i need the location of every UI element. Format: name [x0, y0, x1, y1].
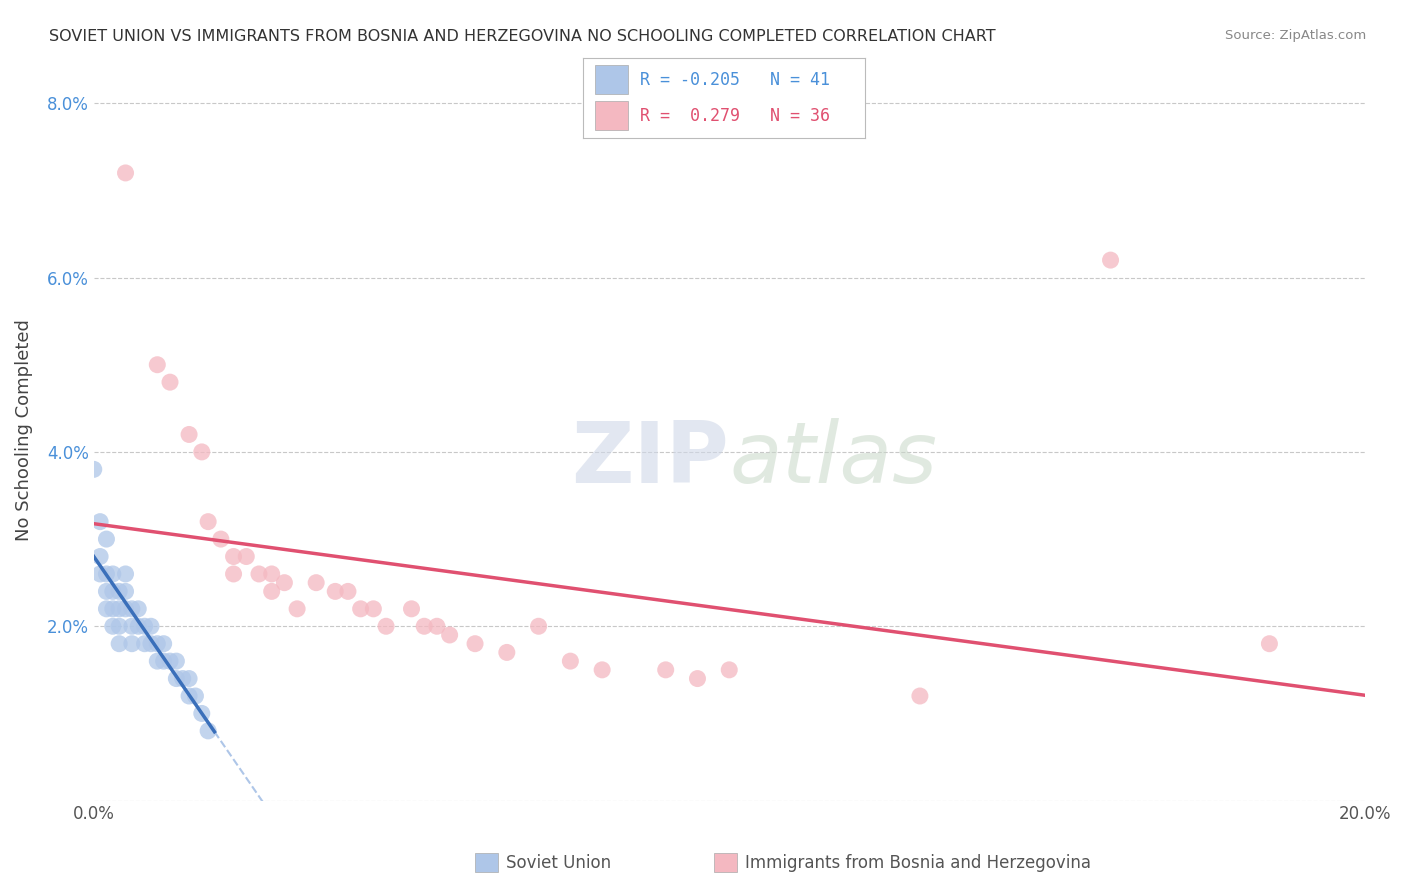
- Text: Immigrants from Bosnia and Herzegovina: Immigrants from Bosnia and Herzegovina: [745, 854, 1091, 871]
- Point: [305, 575, 328, 590]
- Point: [114, 166, 136, 180]
- Point: [121, 602, 143, 616]
- Point: [114, 584, 136, 599]
- Point: [235, 549, 257, 564]
- Point: [159, 375, 181, 389]
- Point: [108, 584, 131, 599]
- Point: [101, 584, 124, 599]
- Point: [439, 628, 461, 642]
- Point: [96, 532, 118, 546]
- Point: [114, 566, 136, 581]
- Point: [401, 602, 423, 616]
- Point: [127, 602, 149, 616]
- Point: [96, 566, 118, 581]
- Text: R =  0.279   N = 36: R = 0.279 N = 36: [640, 107, 830, 125]
- Point: [108, 602, 131, 616]
- Point: [89, 515, 111, 529]
- Point: [96, 584, 118, 599]
- Point: [146, 637, 169, 651]
- Point: [273, 575, 295, 590]
- Point: [146, 654, 169, 668]
- Point: [108, 637, 131, 651]
- Point: [718, 663, 741, 677]
- Point: [83, 462, 105, 476]
- Point: [654, 663, 676, 677]
- Point: [134, 637, 156, 651]
- Point: [413, 619, 436, 633]
- Point: [101, 602, 124, 616]
- Point: [1099, 253, 1122, 268]
- Point: [152, 654, 174, 668]
- Point: [177, 672, 200, 686]
- Point: [908, 689, 931, 703]
- Point: [121, 619, 143, 633]
- Y-axis label: No Schooling Completed: No Schooling Completed: [15, 319, 32, 541]
- Text: Soviet Union: Soviet Union: [506, 854, 612, 871]
- Point: [89, 549, 111, 564]
- Point: [350, 602, 373, 616]
- Point: [177, 689, 200, 703]
- Point: [172, 672, 194, 686]
- Bar: [595, 102, 628, 130]
- Point: [285, 602, 308, 616]
- Point: [686, 672, 709, 686]
- Point: [191, 706, 214, 721]
- Point: [197, 723, 219, 738]
- Point: [363, 602, 385, 616]
- Point: [165, 672, 187, 686]
- Point: [96, 602, 118, 616]
- Point: [222, 549, 245, 564]
- Point: [108, 619, 131, 633]
- Point: [159, 654, 181, 668]
- Text: ZIP: ZIP: [571, 418, 730, 501]
- Point: [165, 654, 187, 668]
- Text: R = -0.205   N = 41: R = -0.205 N = 41: [640, 70, 830, 88]
- Point: [560, 654, 582, 668]
- Point: [89, 566, 111, 581]
- Point: [336, 584, 359, 599]
- Point: [591, 663, 613, 677]
- Point: [495, 645, 517, 659]
- Point: [114, 602, 136, 616]
- Point: [527, 619, 550, 633]
- Text: SOVIET UNION VS IMMIGRANTS FROM BOSNIA AND HERZEGOVINA NO SCHOOLING COMPLETED CO: SOVIET UNION VS IMMIGRANTS FROM BOSNIA A…: [49, 29, 995, 44]
- Bar: [595, 65, 628, 95]
- Point: [323, 584, 346, 599]
- Point: [209, 532, 232, 546]
- Point: [101, 619, 124, 633]
- Point: [1258, 637, 1281, 651]
- Point: [464, 637, 486, 651]
- Point: [139, 637, 162, 651]
- Point: [197, 515, 219, 529]
- Point: [375, 619, 398, 633]
- Point: [260, 584, 283, 599]
- Point: [184, 689, 207, 703]
- Point: [127, 619, 149, 633]
- Text: Source: ZipAtlas.com: Source: ZipAtlas.com: [1226, 29, 1367, 42]
- Point: [191, 445, 214, 459]
- Point: [146, 358, 169, 372]
- Point: [260, 566, 283, 581]
- Point: [152, 637, 174, 651]
- Point: [101, 566, 124, 581]
- Point: [222, 566, 245, 581]
- Point: [121, 637, 143, 651]
- Point: [134, 619, 156, 633]
- Point: [426, 619, 449, 633]
- Text: atlas: atlas: [730, 418, 938, 501]
- Point: [177, 427, 200, 442]
- Point: [247, 566, 270, 581]
- Point: [139, 619, 162, 633]
